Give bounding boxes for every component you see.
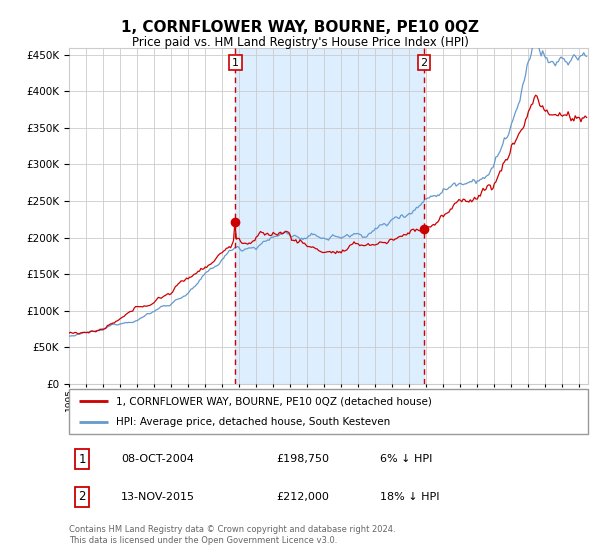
Text: 08-OCT-2004: 08-OCT-2004 <box>121 454 194 464</box>
Text: Price paid vs. HM Land Registry's House Price Index (HPI): Price paid vs. HM Land Registry's House … <box>131 36 469 49</box>
Text: Contains HM Land Registry data © Crown copyright and database right 2024.
This d: Contains HM Land Registry data © Crown c… <box>69 525 395 545</box>
Text: 2: 2 <box>421 58 428 68</box>
Text: 18% ↓ HPI: 18% ↓ HPI <box>380 492 440 502</box>
Bar <box>235 48 424 384</box>
Text: £198,750: £198,750 <box>277 454 329 464</box>
FancyBboxPatch shape <box>69 389 588 434</box>
Text: 1: 1 <box>232 58 239 68</box>
Text: 1: 1 <box>78 452 86 465</box>
Text: 2: 2 <box>78 491 86 503</box>
Text: £212,000: £212,000 <box>277 492 329 502</box>
Text: 1, CORNFLOWER WAY, BOURNE, PE10 0QZ (detached house): 1, CORNFLOWER WAY, BOURNE, PE10 0QZ (det… <box>116 396 431 407</box>
Text: 6% ↓ HPI: 6% ↓ HPI <box>380 454 433 464</box>
Text: 1, CORNFLOWER WAY, BOURNE, PE10 0QZ: 1, CORNFLOWER WAY, BOURNE, PE10 0QZ <box>121 20 479 35</box>
Text: HPI: Average price, detached house, South Kesteven: HPI: Average price, detached house, Sout… <box>116 417 390 427</box>
Text: 13-NOV-2015: 13-NOV-2015 <box>121 492 195 502</box>
